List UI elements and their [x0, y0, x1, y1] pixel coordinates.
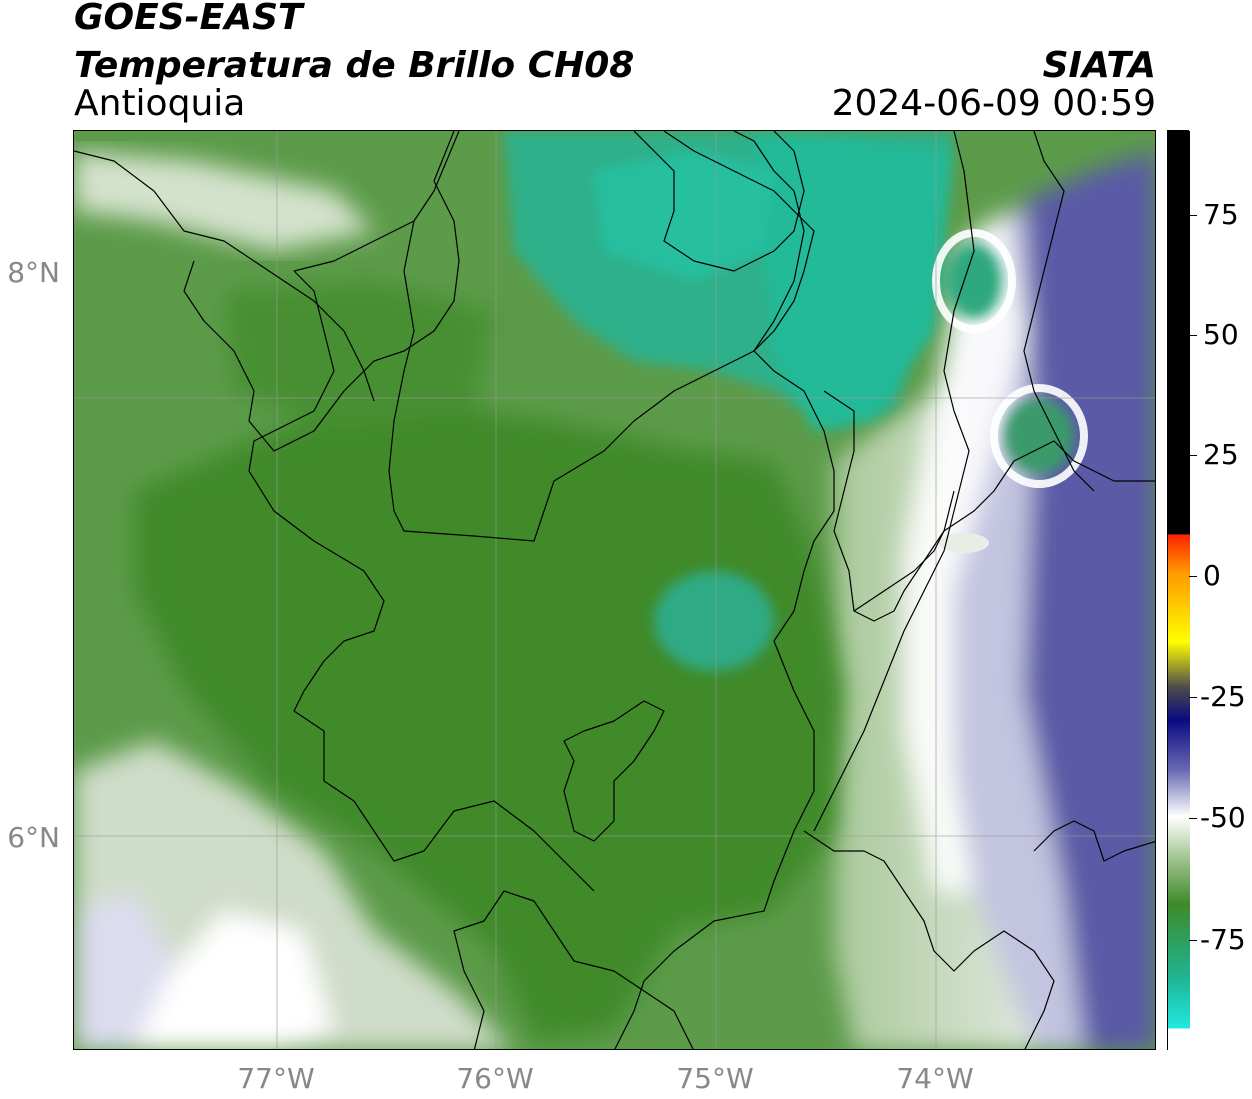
field-east-blue [1024, 151, 1155, 1049]
lat-label-6n: 6°N [7, 821, 60, 854]
field-dark-core [134, 401, 844, 1041]
cloud-top-center [654, 571, 774, 671]
boundary-coast-north [74, 150, 375, 402]
cloud-top-east-small [946, 243, 1002, 319]
field-east-patch [939, 533, 989, 553]
boundary-magdalena-river [813, 131, 975, 832]
colorbar-label-75: 75 [1203, 198, 1239, 231]
cloud-top-east-blob [1004, 398, 1074, 474]
colorbar-tick [1189, 335, 1197, 336]
field-nw-light [74, 151, 374, 251]
boundary-gulf-uraba [183, 131, 460, 452]
organization-label: SIATA [1042, 45, 1156, 86]
lon-label-74w: 74°W [896, 1062, 974, 1095]
field-dark-north [224, 281, 494, 431]
boundary-bolivar-west [633, 131, 805, 272]
boundary-caldas-east [803, 830, 1055, 1049]
boundary-south [453, 890, 694, 1049]
colorbar-label-minus50: -50 [1200, 801, 1246, 834]
colorbar-tick [1189, 818, 1197, 819]
colorbar-tick [1189, 215, 1197, 216]
colorbar-label-minus75: -75 [1200, 923, 1246, 956]
field-sw-white [134, 911, 334, 1049]
boundary-santander [823, 390, 1155, 622]
lon-label-75w: 75°W [676, 1062, 754, 1095]
product-title: Temperatura de Brillo CH08 [74, 45, 635, 86]
brightness-temperature-map [73, 130, 1156, 1050]
cloud-top-core [594, 151, 774, 281]
field-sw-lavender [74, 891, 174, 1049]
colorbar-tick [1189, 576, 1197, 577]
lon-label-77w: 77°W [237, 1062, 315, 1095]
colorbar-tick [1189, 455, 1197, 456]
colorbar-gradient [1168, 131, 1190, 1051]
boundary-inner-east [853, 490, 955, 612]
colorbar-label-50: 50 [1203, 318, 1239, 351]
boundary-coast-uraba [293, 131, 460, 272]
boundary-antioquia-west [248, 270, 595, 892]
colorbar-tick [1189, 940, 1197, 941]
boundary-cordoba [388, 131, 815, 542]
cloud-top-northeast [754, 131, 954, 431]
boundary-antioquia-east [614, 131, 835, 1049]
colorbar-label-0: 0 [1203, 559, 1221, 592]
satellite-title: GOES-EAST [74, 0, 303, 38]
lat-label-8n: 8°N [7, 256, 60, 289]
colorbar-tick [1189, 697, 1197, 698]
colorbar [1167, 130, 1190, 1051]
colorbar-label-minus25: -25 [1200, 680, 1246, 713]
halo-east-blob [990, 384, 1088, 488]
boundary-aburra-valley [563, 700, 665, 842]
region-label: Antioquia [74, 83, 246, 124]
datetime-label: 2024-06-09 00:59 [831, 83, 1156, 124]
boundary-boyaca [1033, 820, 1155, 862]
boundary-cesar [1023, 131, 1095, 492]
colorbar-label-25: 25 [1203, 438, 1239, 471]
lon-label-76w: 76°W [456, 1062, 534, 1095]
